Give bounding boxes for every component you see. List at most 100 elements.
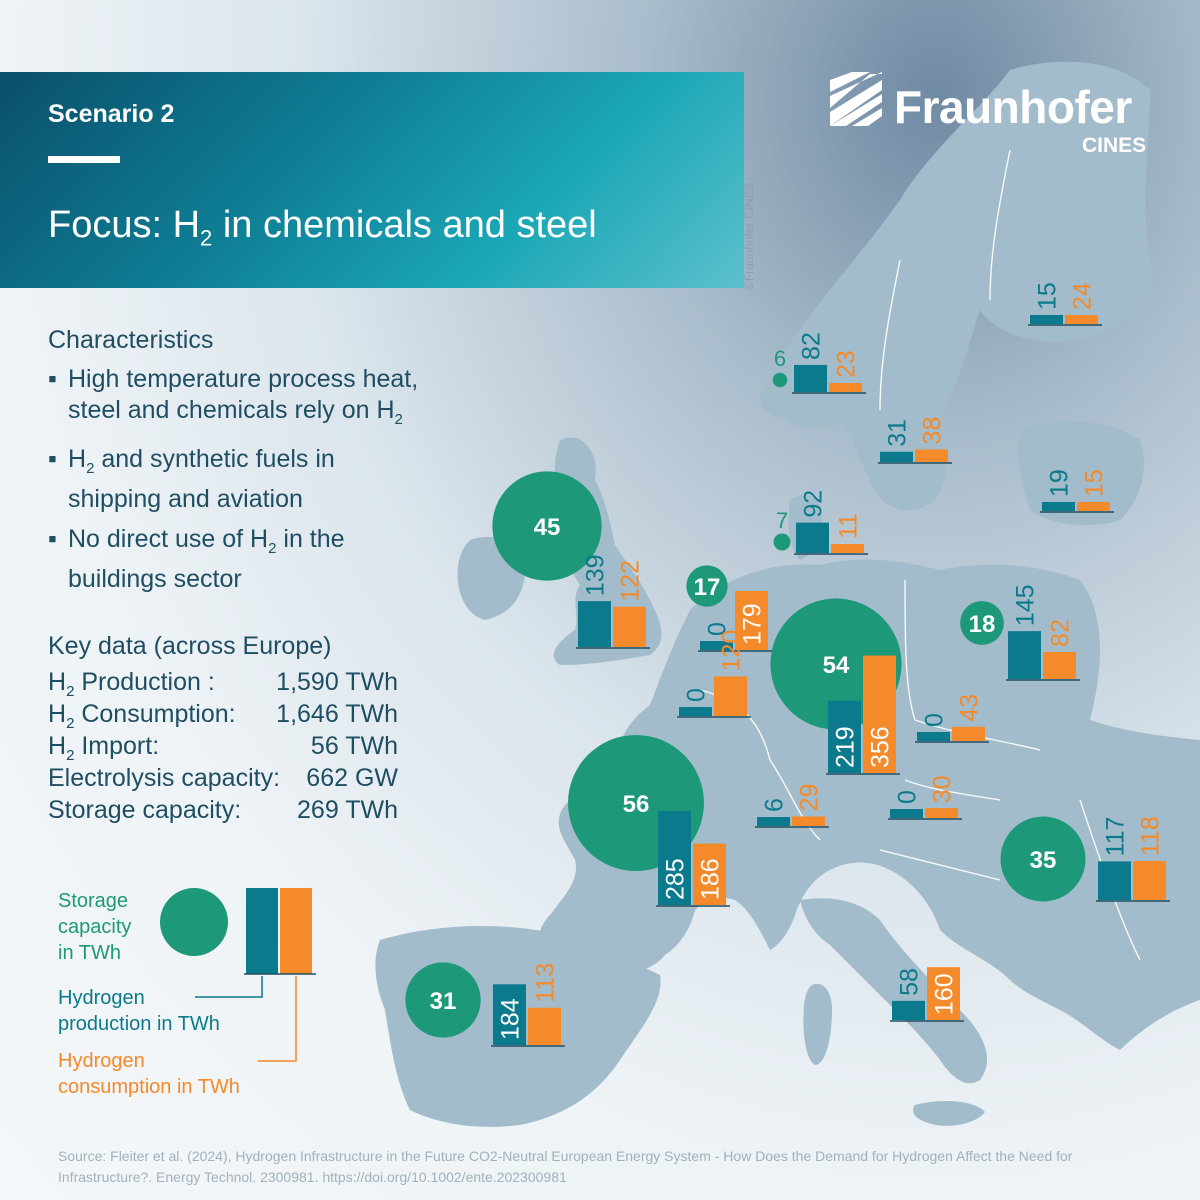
bullet-icon: ▪ xyxy=(48,365,57,393)
region-marker: 19 15 xyxy=(1040,469,1114,513)
consumption-bar xyxy=(1077,502,1110,511)
subscript: 2 xyxy=(66,715,75,732)
consumption-value: 356 xyxy=(867,726,895,768)
production-bar xyxy=(892,1000,925,1020)
consumption-bar xyxy=(528,1007,561,1045)
key-data-title: Key data (across Europe) xyxy=(48,632,332,660)
legend-production-connector xyxy=(195,976,263,998)
region-marker: 56 285 186 xyxy=(568,735,730,907)
consumption-bar xyxy=(863,655,896,773)
consumption-bar xyxy=(1043,651,1076,679)
characteristic-item: ▪ H2 and synthetic fuels in shipping and… xyxy=(48,444,448,515)
region-marker: 0 120 xyxy=(677,630,751,718)
fraunhofer-logo-icon xyxy=(830,72,882,126)
characteristic-line: No direct use of H2 in the xyxy=(68,524,448,564)
consumption-value: 15 xyxy=(1081,469,1109,497)
region-marker: 54 219 356 xyxy=(770,598,902,775)
consumption-value: 118 xyxy=(1137,816,1165,856)
storage-circle xyxy=(686,565,728,607)
key-data-label: Electrolysis capacity: xyxy=(48,764,280,793)
consumption-bar xyxy=(613,606,646,647)
production-value: 6 xyxy=(761,798,789,812)
legend-text: Hydrogen xyxy=(58,1050,145,1072)
production-bar xyxy=(794,364,827,392)
production-value: 0 xyxy=(683,688,711,702)
consumption-value: 24 xyxy=(1069,282,1097,310)
source-line: Source: Fleiter et al. (2024), Hydrogen … xyxy=(58,1148,1073,1164)
characteristic-item: ▪ No direct use of H2 in the buildings s… xyxy=(48,524,448,595)
legend-text: Storage xyxy=(58,890,129,912)
legend-text: in TWh xyxy=(58,942,121,964)
production-value: 92 xyxy=(800,490,828,518)
map-italy xyxy=(800,898,988,1084)
region-marker: 31 38 xyxy=(878,417,952,464)
key-data-value: 269 TWh xyxy=(297,796,398,824)
production-bar xyxy=(796,522,829,553)
focus-suffix: in chemicals and steel xyxy=(212,204,597,246)
production-value: 15 xyxy=(1034,282,1062,310)
production-bar xyxy=(828,700,861,773)
legend-storage-circle xyxy=(160,888,228,956)
characteristic-line: H2 and synthetic fuels in xyxy=(68,444,448,484)
legend-graphic xyxy=(160,888,316,1062)
label-prefix: H xyxy=(48,668,67,696)
characteristic-line: buildings sector xyxy=(68,565,242,593)
production-bar xyxy=(890,809,923,818)
consumption-value: 11 xyxy=(835,513,863,539)
key-data-label: H2 Production : xyxy=(48,668,215,700)
production-bar xyxy=(917,732,950,741)
key-data-row: Electrolysis capacity: 662 GW xyxy=(48,764,398,796)
region-marker: 7 92 11 xyxy=(773,490,868,555)
production-value: 58 xyxy=(896,968,924,996)
legend-consumption-bar xyxy=(280,888,312,974)
production-value: 184 xyxy=(497,998,525,1040)
consumption-value: 179 xyxy=(739,603,767,645)
production-bar xyxy=(880,451,913,462)
characteristic-line: High temperature process heat, xyxy=(68,365,419,393)
key-data-value: 1,646 TWh xyxy=(276,700,398,728)
storage-circle xyxy=(405,962,481,1038)
legend-text: consumption in TWh xyxy=(58,1076,240,1098)
production-value: 82 xyxy=(798,332,826,360)
map-scandinavia xyxy=(760,61,1153,511)
storage-value: 18 xyxy=(969,611,996,638)
production-value: 219 xyxy=(832,726,860,768)
label-prefix: H xyxy=(48,732,67,760)
consumption-bar xyxy=(792,816,825,826)
logo-subtitle: CINES xyxy=(1082,134,1147,157)
production-bar xyxy=(700,641,733,650)
characteristics-title: Characteristics xyxy=(48,326,214,354)
region-marker: 0 30 xyxy=(888,775,962,820)
consumption-bar xyxy=(952,726,985,741)
production-value: 0 xyxy=(894,790,922,804)
consumption-value: 38 xyxy=(919,417,947,445)
production-value: 19 xyxy=(1046,469,1074,497)
production-bar xyxy=(1042,502,1075,511)
storage-value: 54 xyxy=(823,652,850,679)
legend-consumption-label: Hydrogen consumption in TWh xyxy=(58,1048,240,1100)
legend-production-label: Hydrogen production in TWh xyxy=(58,985,220,1037)
production-bar xyxy=(578,601,611,647)
storage-value: 35 xyxy=(1030,847,1057,874)
consumption-bar xyxy=(831,544,864,553)
subscript: 2 xyxy=(268,540,277,557)
region-marker: 58 160 xyxy=(890,967,964,1022)
focus-prefix: Focus: H xyxy=(48,204,201,246)
key-data-row: H2 Production : 1,590 TWh xyxy=(48,668,398,700)
key-data-row: H2 Import: 56 TWh xyxy=(48,732,398,764)
characteristic-text: No direct use of H xyxy=(68,525,269,553)
production-bar xyxy=(493,984,526,1045)
production-bar xyxy=(679,707,712,716)
key-data-value: 1,590 TWh xyxy=(276,668,398,696)
production-value: 0 xyxy=(921,713,949,727)
legend-storage-label: Storage capacity in TWh xyxy=(58,888,131,966)
production-value: 0 xyxy=(704,622,732,636)
bullet-icon: ▪ xyxy=(48,525,57,553)
scenario-label: Scenario 2 xyxy=(48,100,175,128)
production-value: 145 xyxy=(1012,584,1040,626)
key-data-table: H2 Production :1,590 TWh H2 Consumption:… xyxy=(48,668,398,828)
production-bar xyxy=(1098,861,1131,900)
map-mainland xyxy=(539,559,1200,1050)
region-marker: 6 29 xyxy=(755,784,829,828)
